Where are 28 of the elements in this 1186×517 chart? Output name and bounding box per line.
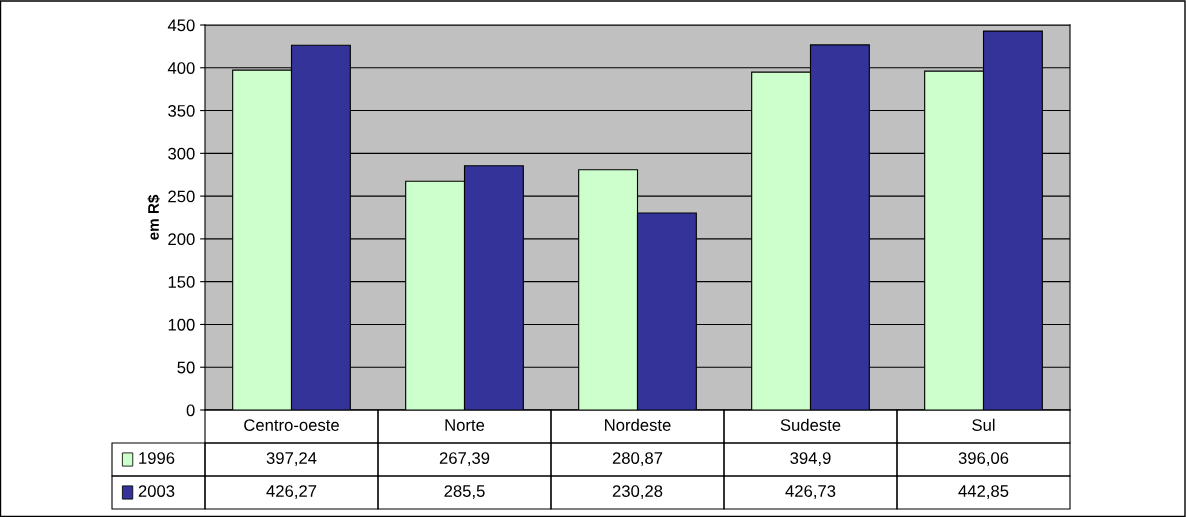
- y-tick-label: 200: [168, 233, 195, 246]
- x-tick-label: Centro-oeste: [244, 419, 339, 431]
- data-label: 394,9: [790, 452, 831, 466]
- y-tick-label: 300: [168, 147, 195, 160]
- y-tick-label: 150: [168, 276, 195, 288]
- data-label: 426,27: [266, 485, 317, 499]
- x-tick-label: Norte: [445, 419, 485, 431]
- data-label: 285,5: [444, 485, 485, 499]
- data-label: 396,06: [958, 452, 1009, 466]
- y-tick-label: 400: [167, 62, 195, 74]
- y-tick-label: 450: [167, 19, 195, 32]
- legend-label: 2003: [138, 485, 175, 497]
- y-tick-label: 250: [168, 190, 195, 203]
- x-tick-label: Nordeste: [605, 418, 671, 431]
- x-tick-label: Sul: [972, 418, 995, 431]
- legend-label: 1996: [139, 452, 175, 464]
- data-label: 280,87: [612, 452, 663, 466]
- y-tick-label: 100: [168, 318, 195, 331]
- y-tick-label: 350: [168, 104, 195, 117]
- data-label: 397,24: [266, 452, 317, 466]
- data-label: 442,85: [958, 485, 1009, 499]
- data-label: 230,28: [612, 485, 663, 499]
- data-label: 267,39: [439, 452, 490, 466]
- x-tick-label: Sudeste: [780, 418, 841, 431]
- y-tick-label: 50: [177, 361, 195, 374]
- y-axis-title: em R$: [147, 194, 160, 240]
- data-label: 426,73: [785, 485, 836, 499]
- y-tick-label: 0: [186, 404, 195, 417]
